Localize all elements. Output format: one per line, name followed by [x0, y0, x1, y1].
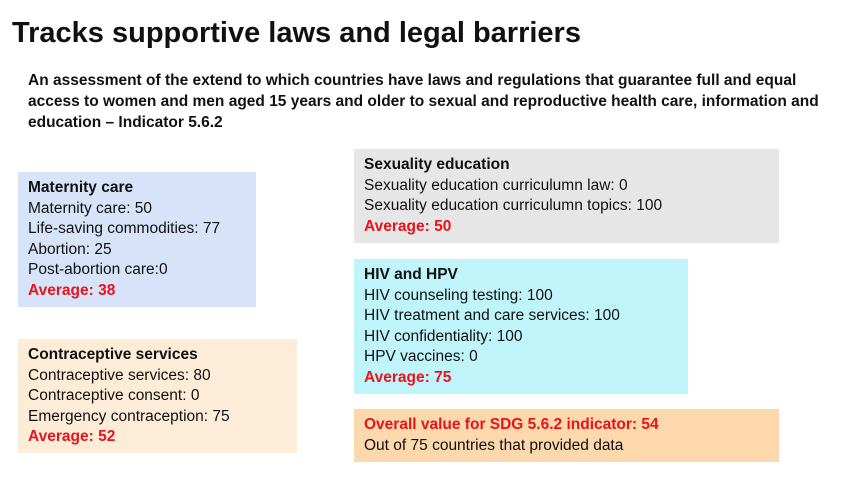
hiv-hpv-heading: HIV and HPV	[364, 266, 458, 283]
contraceptive-services-heading: Contraceptive services	[28, 346, 198, 363]
page-subtitle: An assessment of the extend to which cou…	[28, 72, 819, 131]
contraceptive-services-box: Contraceptive services Contraceptive ser…	[18, 339, 297, 453]
contraceptive-services-line: Contraceptive services: 80	[28, 366, 211, 384]
overall-value-note: Out of 75 countries that provided data	[364, 436, 624, 454]
hiv-treatment-line: HIV treatment and care services: 100	[364, 307, 620, 325]
contraceptive-consent-line: Contraceptive consent: 0	[28, 387, 200, 405]
post-abortion-care-line: Post-abortion care:0	[28, 261, 168, 279]
overall-value-heading: Overall value for SDG 5.6.2 indicator: 5…	[364, 416, 659, 433]
maternity-care-heading: Maternity care	[28, 179, 134, 196]
maternity-care-box: Maternity care Maternity care: 50 Life-s…	[18, 172, 256, 307]
maternity-care-line: Maternity care: 50	[28, 199, 153, 217]
overall-value-box: Overall value for SDG 5.6.2 indicator: 5…	[354, 409, 779, 462]
hiv-counseling-line: HIV counseling testing: 100	[364, 286, 553, 304]
sexuality-education-average: Average: 50	[364, 217, 452, 235]
page-title: Tracks supportive laws and legal barrier…	[12, 17, 581, 49]
curriculum-topics-line: Sexuality education curriculumn topics: …	[364, 197, 663, 215]
emergency-contraception-line: Emergency contraception: 75	[28, 407, 230, 425]
hpv-vaccines-line: HPV vaccines: 0	[364, 348, 478, 366]
hiv-confidentiality-line: HIV confidentiality: 100	[364, 327, 523, 345]
life-saving-commodities-line: Life-saving commodities: 77	[28, 220, 221, 238]
sexuality-education-box: Sexuality education Sexuality education …	[354, 149, 779, 243]
hiv-hpv-average: Average: 75	[364, 368, 452, 386]
maternity-care-average: Average: 38	[28, 281, 116, 299]
hiv-hpv-box: HIV and HPV HIV counseling testing: 100 …	[354, 259, 688, 394]
sexuality-education-heading: Sexuality education	[364, 156, 510, 173]
abortion-line: Abortion: 25	[28, 240, 112, 258]
curriculum-law-line: Sexuality education curriculumn law: 0	[364, 176, 628, 194]
contraceptive-services-average: Average: 52	[28, 428, 116, 446]
